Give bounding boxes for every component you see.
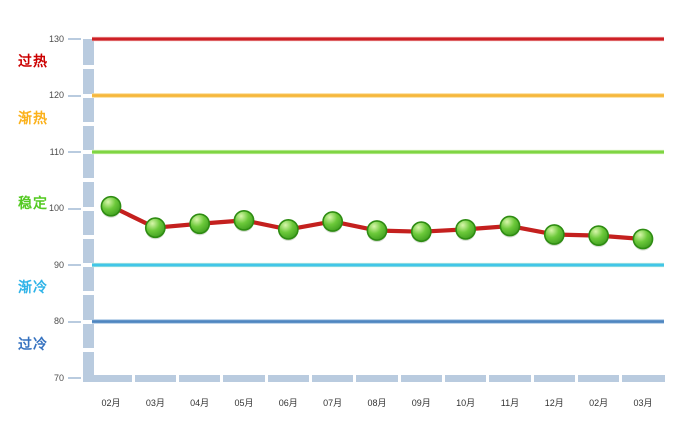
data-point-marker[interactable]: [233, 209, 255, 231]
y-axis-bar-segment: [83, 154, 94, 179]
x-tick-label: 12月: [544, 398, 564, 408]
x-axis-bar-segment: [356, 374, 398, 382]
x-axis-bar-segment: [622, 374, 665, 382]
threshold-line: [92, 93, 664, 98]
y-tick-label: 110: [49, 146, 64, 157]
y-tick-label: 100: [48, 203, 64, 213]
y-axis-bar-segment: [83, 39, 94, 66]
x-tick-label: 07月: [323, 398, 343, 408]
data-point-marker[interactable]: [632, 228, 654, 250]
x-tick-label: 11月: [500, 398, 520, 408]
data-point-marker[interactable]: [543, 224, 565, 245]
y-tick-mark: [68, 320, 81, 323]
y-tick-mark: [68, 94, 81, 97]
threshold-line: [92, 262, 664, 268]
y-tick-mark: [68, 151, 81, 153]
y-tick-mark: [68, 207, 81, 210]
x-axis-bar-segment: [311, 374, 354, 382]
y-axis-bar-segment: [83, 182, 94, 207]
data-point-marker[interactable]: [322, 211, 344, 232]
y-tick-label: 120: [48, 90, 64, 100]
y-tick-label: 80: [53, 316, 64, 326]
data-point-marker[interactable]: [410, 221, 432, 243]
y-axis-bar-segment: [83, 210, 94, 235]
y-axis-bar-segment: [83, 295, 94, 320]
data-point-marker[interactable]: [499, 215, 521, 237]
x-tick-label: 05月: [234, 398, 254, 408]
y-axis-bar-segment: [83, 238, 94, 263]
x-axis-bar-segment: [533, 374, 575, 382]
x-axis-bar-segment: [223, 374, 265, 382]
data-point-marker[interactable]: [189, 213, 211, 235]
y-tick-label: 90: [53, 259, 64, 270]
x-axis-bar-segment: [134, 374, 176, 382]
y-axis-bar-segment: [83, 323, 94, 348]
x-tick-label: 03月: [145, 398, 165, 408]
threshold-line: [92, 36, 664, 42]
x-tick-label: 03月: [633, 398, 653, 408]
data-point-marker[interactable]: [100, 195, 122, 217]
x-tick-label: 09月: [411, 398, 431, 408]
data-point-marker[interactable]: [455, 219, 477, 240]
zone-label: 渐冷: [18, 279, 48, 296]
y-tick-label: 130: [48, 33, 64, 44]
x-axis-bar-segment: [444, 374, 487, 382]
y-tick-mark: [68, 377, 81, 379]
x-axis-bar-segment: [267, 374, 309, 382]
y-tick-mark: [68, 264, 81, 266]
y-axis-bar-segment: [83, 267, 94, 292]
data-point-marker[interactable]: [588, 225, 610, 247]
y-axis-bar-segment: [83, 125, 94, 150]
x-axis-bar-segment: [489, 374, 531, 382]
x-tick-label: 06月: [278, 398, 298, 408]
y-axis-bar-segment: [83, 351, 94, 382]
y-tick-mark: [68, 38, 81, 40]
x-tick-label: 02月: [589, 398, 609, 408]
zone-label: 过热: [18, 53, 48, 70]
x-axis-bar-segment: [400, 374, 442, 382]
data-point-marker[interactable]: [144, 217, 166, 239]
y-axis-bar-segment: [83, 97, 94, 122]
threshold-line: [92, 149, 664, 155]
x-axis-bar-segment: [577, 374, 620, 382]
x-axis-bar-segment: [178, 374, 221, 382]
y-tick-label: 70: [53, 372, 64, 383]
x-tick-label: 02月: [101, 398, 121, 408]
x-tick-label: 10月: [456, 398, 476, 408]
x-tick-label: 04月: [190, 398, 210, 408]
data-point-marker[interactable]: [277, 219, 299, 240]
y-axis-bar-segment: [83, 69, 94, 94]
zone-label: 过冷: [18, 335, 48, 352]
x-tick-label: 08月: [367, 398, 387, 408]
zone-label: 渐热: [18, 109, 48, 126]
x-axis-bar-segment: [94, 374, 132, 382]
zone-label: 稳定: [18, 194, 48, 211]
threshold-line: [92, 319, 664, 324]
data-point-marker[interactable]: [366, 220, 388, 241]
